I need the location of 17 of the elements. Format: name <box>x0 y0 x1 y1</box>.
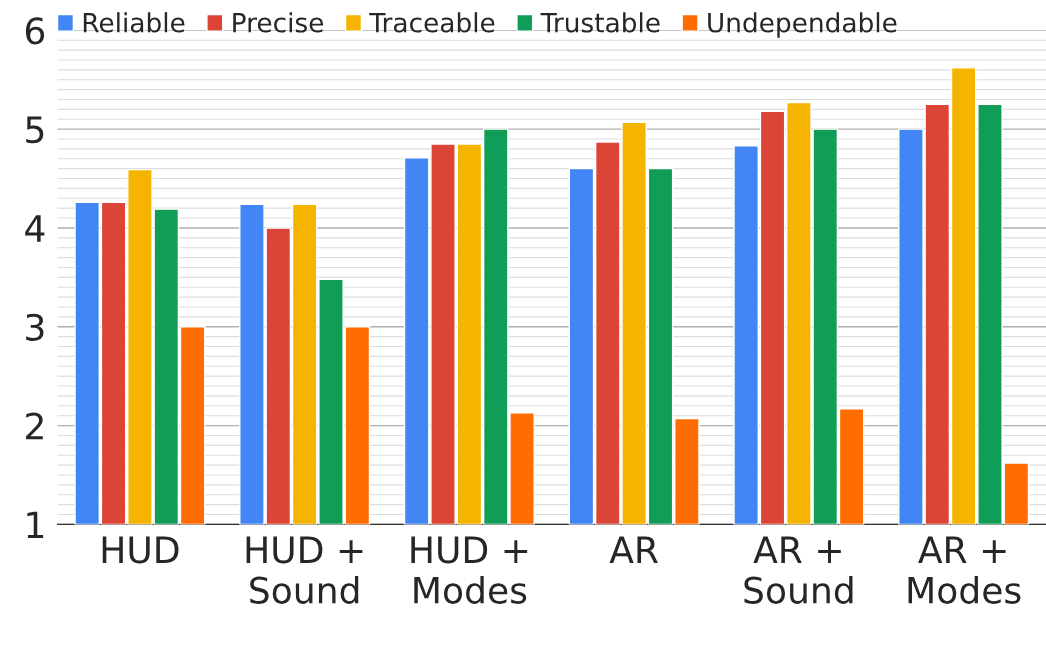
y-tick-label: 6 <box>25 17 45 45</box>
y-tick-label: 1 <box>27 511 44 539</box>
x-tick-label: AR + Modes <box>908 536 1021 604</box>
x-tick-label: HUD + Sound <box>246 536 363 604</box>
legend-label: Traceable <box>369 12 495 33</box>
x-tick-label: HUD <box>102 536 179 564</box>
x-tick-label: AR <box>609 536 658 563</box>
legend-label: Precise <box>233 12 324 33</box>
y-tick-label: 3 <box>26 313 44 341</box>
x-tick-label: AR + Sound <box>744 536 853 604</box>
legend-label: Trustable <box>540 12 660 33</box>
y-tick-label: 2 <box>26 412 43 440</box>
y-tick-label: 4 <box>25 215 45 242</box>
legend-label: Reliable <box>83 12 185 33</box>
legend-label: Undependable <box>708 12 897 38</box>
x-tick-label: HUD + Modes <box>411 536 528 604</box>
y-tick-label: 5 <box>26 116 44 144</box>
